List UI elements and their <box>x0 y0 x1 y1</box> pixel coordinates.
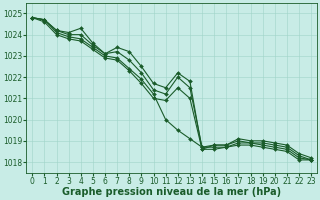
X-axis label: Graphe pression niveau de la mer (hPa): Graphe pression niveau de la mer (hPa) <box>62 187 281 197</box>
